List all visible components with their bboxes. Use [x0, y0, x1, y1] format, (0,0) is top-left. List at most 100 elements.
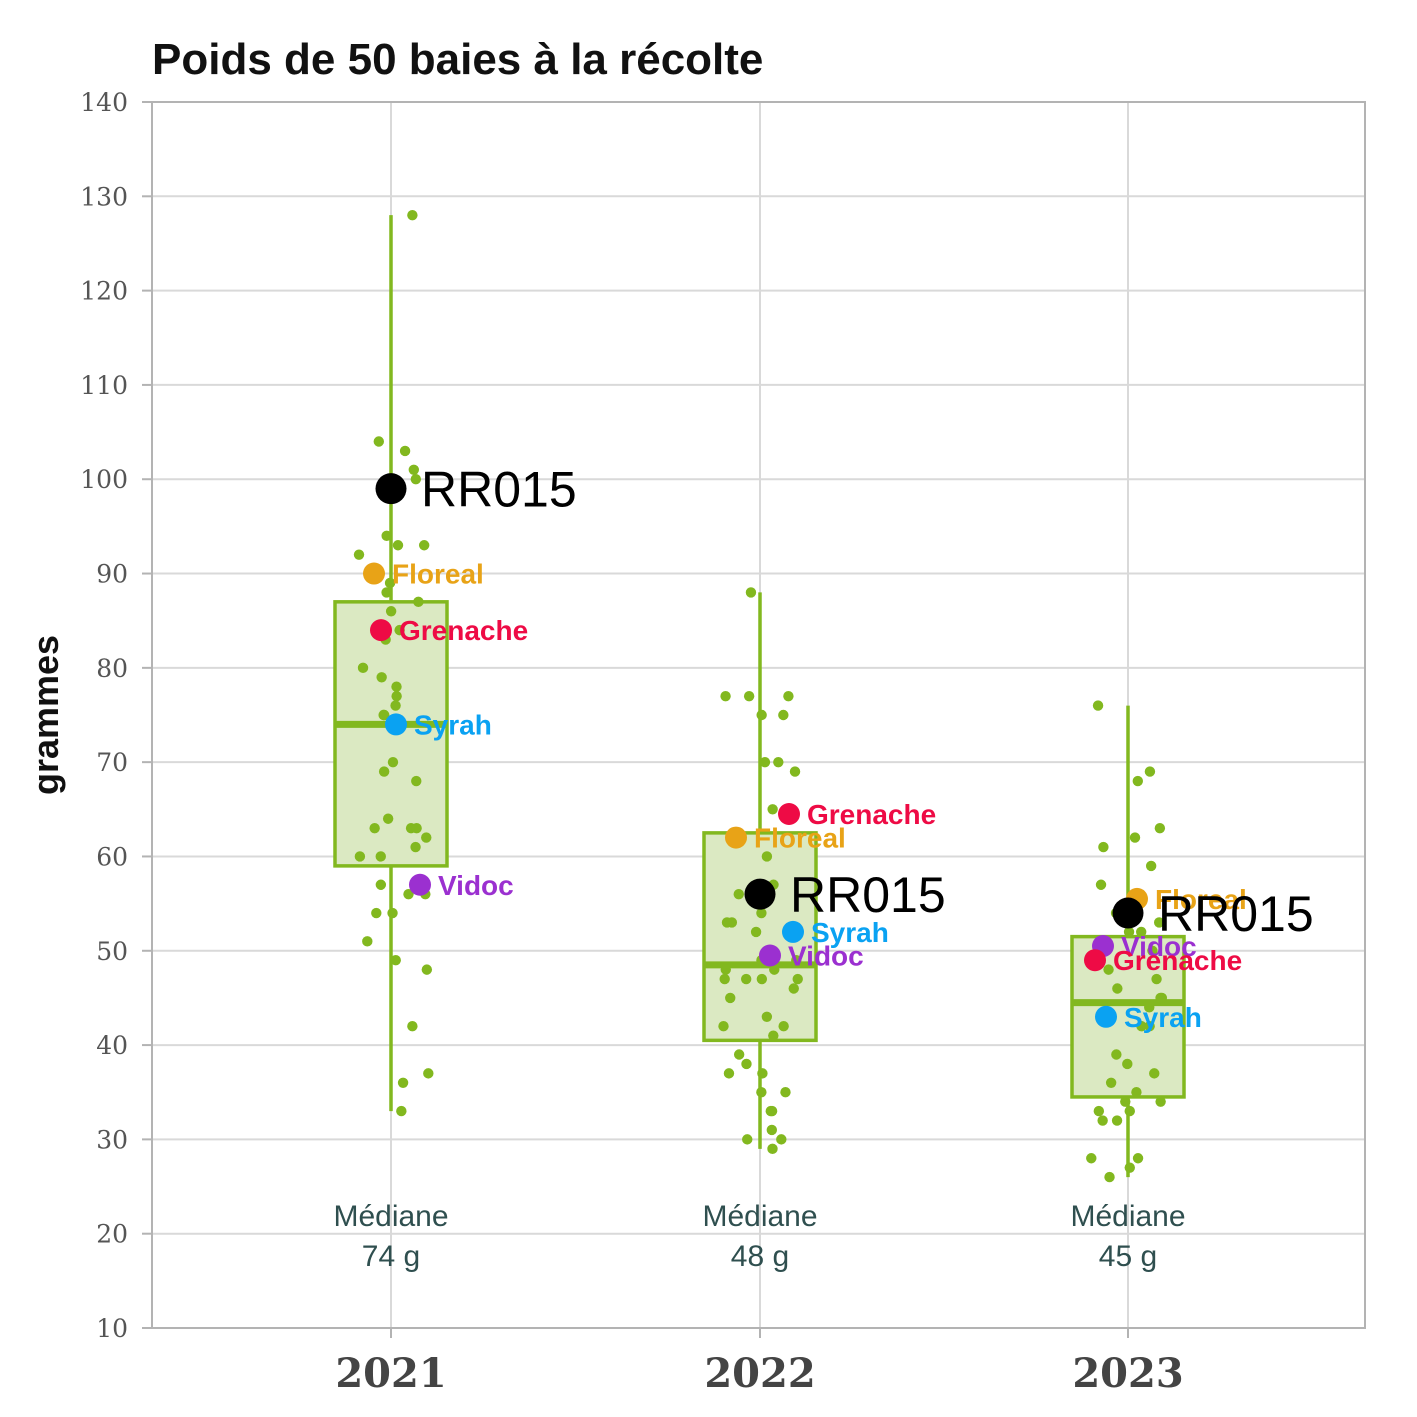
jitter-point — [721, 917, 733, 928]
jitter-point — [1136, 1021, 1147, 1032]
highlight-label-floreal: Floreal — [1155, 884, 1247, 915]
jitter-point — [756, 907, 767, 919]
jitter-point — [381, 530, 392, 542]
jitter-point — [778, 709, 789, 721]
jitter-point — [1144, 1021, 1155, 1032]
jitter-point — [375, 851, 386, 862]
highlight-point-rr015 — [1112, 897, 1144, 929]
jitter-point — [769, 964, 780, 975]
jitter-point — [421, 964, 433, 975]
jitter-point — [761, 851, 773, 862]
jitter-point — [788, 983, 799, 994]
jitter-point — [1154, 822, 1166, 834]
jitter-point — [1145, 860, 1157, 872]
jitter-point — [410, 474, 422, 485]
jitter-point — [373, 436, 384, 447]
jitter-point — [1136, 926, 1147, 938]
jitter-point — [768, 1030, 779, 1041]
jitter-point — [778, 1021, 789, 1032]
jitter-point — [792, 973, 803, 985]
jitter-point — [756, 973, 768, 985]
jitter-point — [391, 681, 402, 692]
jitter-point — [1120, 1096, 1131, 1107]
jitter-point — [387, 756, 399, 768]
highlight-point-floreal — [725, 826, 747, 849]
jitter-point — [362, 936, 373, 947]
jitter-point — [354, 851, 366, 862]
highlight-label-vidoc: Vidoc — [438, 870, 514, 901]
highlight-label-vidoc: Vidoc — [788, 940, 864, 971]
jitter-point — [379, 709, 390, 721]
jitter-point — [353, 549, 365, 560]
highlight-point-syrah — [782, 920, 804, 943]
jitter-point — [357, 662, 369, 674]
jitter-point — [761, 1011, 773, 1022]
y-tick-label: 10 — [96, 1314, 128, 1343]
jitter-point — [407, 209, 418, 221]
jitter-point — [1155, 992, 1166, 1004]
jitter-point — [1144, 1002, 1155, 1013]
y-tick-label: 20 — [96, 1220, 128, 1249]
jitter-point — [391, 690, 402, 702]
jitter-point — [397, 1077, 409, 1089]
highlight-point-vidoc — [409, 873, 431, 896]
median-value: 74 g — [362, 1240, 420, 1273]
jitter-point — [410, 841, 421, 853]
highlight-label-syrah: Syrah — [1124, 1002, 1202, 1033]
y-tick-label: 40 — [96, 1031, 128, 1060]
y-axis-label: grammes — [25, 635, 66, 795]
highlight-point-rr015 — [744, 878, 776, 910]
jitter-point — [776, 1134, 787, 1145]
jitter-point — [423, 1068, 434, 1079]
jitter-point — [394, 624, 405, 636]
jitter-point — [390, 700, 401, 711]
y-tick-label: 100 — [80, 465, 128, 494]
jitter-point — [743, 690, 755, 702]
jitter-point — [399, 445, 411, 457]
jitter-point — [1144, 766, 1156, 777]
jitter-point — [1147, 945, 1158, 956]
y-tick-label: 30 — [96, 1125, 128, 1154]
plot-frame — [151, 101, 1366, 1329]
chart-title: Poids de 50 baies à la récolte — [152, 35, 763, 84]
y-tick-label: 80 — [96, 654, 128, 683]
jitter-point — [1151, 973, 1162, 985]
median-title: Médiane — [702, 1200, 817, 1233]
jitter-point — [1093, 1105, 1105, 1117]
jitter-point — [403, 888, 414, 900]
jitter-point — [1086, 1153, 1097, 1164]
x-tick-label: 2022 — [704, 1350, 815, 1397]
jitter-points — [353, 209, 1168, 1183]
jitter-point — [741, 1058, 752, 1070]
median-title: Médiane — [1070, 1200, 1185, 1233]
jitter-point — [1092, 700, 1104, 711]
highlight-label-floreal: Floreal — [392, 559, 484, 590]
jitter-point — [766, 1105, 778, 1117]
jitter-point — [396, 1105, 407, 1117]
highlight-label-rr015: RR015 — [421, 462, 577, 518]
highlight-label-floreal: Floreal — [754, 823, 846, 854]
highlight-point-syrah — [385, 713, 407, 736]
jitter-point — [382, 813, 394, 824]
highlight-point-vidoc — [759, 944, 781, 967]
highlighted-varieties: RR015FlorealGrenacheSyrahVidocGrenacheFl… — [363, 462, 1314, 1033]
x-tick-label: 2023 — [1072, 1350, 1183, 1397]
axes: 10 20 30 40 50 60 70 80 90 100 110 120 130 140 2021 202… — [80, 88, 1366, 1397]
median-annotations: Médiane 74 g Médiane 48 g Médiane 45 g — [333, 1200, 1185, 1273]
jitter-point — [1149, 1068, 1160, 1079]
jitter-point — [1103, 964, 1114, 975]
jitter-point — [1112, 983, 1123, 994]
jitter-point — [1095, 879, 1107, 890]
highlight-label-rr015: RR015 — [790, 867, 946, 923]
jitter-point — [411, 822, 422, 834]
jitter-point — [407, 1021, 418, 1032]
jitter-point — [390, 955, 401, 966]
jitter-point — [719, 973, 730, 985]
jitter-point — [378, 766, 390, 777]
jitter-point — [723, 1068, 735, 1079]
jitter-point — [745, 587, 757, 598]
highlight-point-syrah — [1095, 1005, 1117, 1028]
highlight-label-grenache: Grenache — [399, 615, 528, 646]
y-tick-label: 140 — [80, 88, 128, 117]
